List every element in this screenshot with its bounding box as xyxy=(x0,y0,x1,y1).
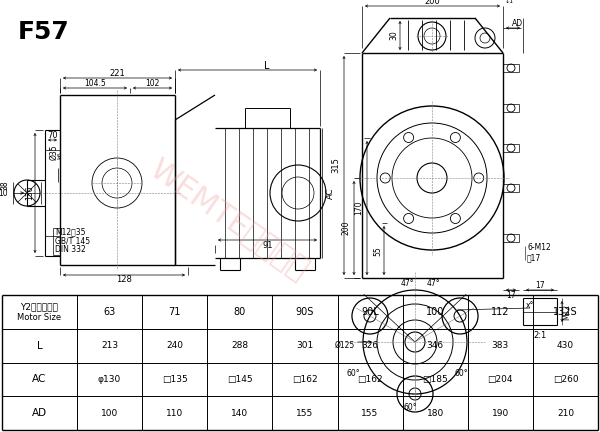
Text: □204: □204 xyxy=(488,375,513,384)
Text: ↓1: ↓1 xyxy=(505,0,514,3)
Text: 深17: 深17 xyxy=(527,254,541,263)
Text: Ø35: Ø35 xyxy=(49,144,59,160)
Text: □260: □260 xyxy=(553,375,578,384)
Text: 90S: 90S xyxy=(296,307,314,317)
Text: 55: 55 xyxy=(373,246,383,256)
Text: 200: 200 xyxy=(425,0,440,6)
Text: F57: F57 xyxy=(18,20,70,44)
Text: 132S: 132S xyxy=(553,307,578,317)
Text: Ø125: Ø125 xyxy=(335,340,355,349)
Text: AC: AC xyxy=(325,187,335,199)
Text: 240: 240 xyxy=(166,341,183,350)
Text: 102: 102 xyxy=(145,79,160,89)
Text: 71: 71 xyxy=(169,307,181,317)
Text: φ130: φ130 xyxy=(98,375,121,384)
Text: 17: 17 xyxy=(506,292,516,301)
Text: 38: 38 xyxy=(1,180,10,190)
Text: 70: 70 xyxy=(47,131,58,140)
Text: 104.5: 104.5 xyxy=(84,79,106,89)
Text: 155: 155 xyxy=(361,409,379,418)
Text: 90L: 90L xyxy=(361,307,379,317)
Text: 170: 170 xyxy=(355,201,364,215)
Text: AD: AD xyxy=(32,408,47,418)
Text: 430: 430 xyxy=(557,341,574,350)
Text: 155: 155 xyxy=(296,409,314,418)
Text: 136: 136 xyxy=(25,186,35,200)
Text: □135: □135 xyxy=(162,375,188,384)
Text: 200: 200 xyxy=(341,221,350,235)
Text: 91: 91 xyxy=(262,241,273,251)
Text: 210: 210 xyxy=(557,409,574,418)
Text: 60°: 60° xyxy=(346,369,360,378)
Text: □145: □145 xyxy=(227,375,253,384)
Text: 383: 383 xyxy=(491,341,509,350)
Text: GB/T 145: GB/T 145 xyxy=(55,236,90,245)
Text: Y2电机机座号: Y2电机机座号 xyxy=(20,302,58,311)
Text: 326: 326 xyxy=(361,341,379,350)
Text: L: L xyxy=(37,340,43,351)
Text: M12: M12 xyxy=(563,303,571,320)
Text: 315: 315 xyxy=(331,158,341,173)
Text: AD: AD xyxy=(511,19,523,28)
Text: 17: 17 xyxy=(535,280,545,289)
Text: 30: 30 xyxy=(389,30,398,40)
Text: 47°: 47° xyxy=(400,280,414,289)
Text: 80: 80 xyxy=(233,307,246,317)
Text: k6: k6 xyxy=(58,151,62,159)
Text: M12深35: M12深35 xyxy=(55,228,86,236)
Text: 221: 221 xyxy=(109,70,125,79)
Text: 190: 190 xyxy=(491,409,509,418)
Text: 346: 346 xyxy=(427,341,444,350)
Text: 60°: 60° xyxy=(454,369,468,378)
Text: AC: AC xyxy=(32,375,47,384)
Text: Motor Size: Motor Size xyxy=(17,313,62,322)
Text: 10: 10 xyxy=(0,188,8,197)
Text: 213: 213 xyxy=(101,341,118,350)
Text: 47°: 47° xyxy=(426,280,440,289)
Text: L: L xyxy=(264,61,270,71)
Text: 63: 63 xyxy=(103,307,116,317)
Text: 140: 140 xyxy=(231,409,248,418)
Text: WEMTE瓦玛特传: WEMTE瓦玛特传 xyxy=(145,155,315,286)
Text: 112: 112 xyxy=(491,307,509,317)
Text: 301: 301 xyxy=(296,341,314,350)
Text: 288: 288 xyxy=(231,341,248,350)
Text: 110: 110 xyxy=(166,409,184,418)
Text: □162: □162 xyxy=(292,375,318,384)
Text: 6-M12: 6-M12 xyxy=(527,244,551,252)
Text: DIN 332: DIN 332 xyxy=(55,245,86,254)
Text: 128: 128 xyxy=(116,276,132,285)
Text: x°: x° xyxy=(526,301,534,309)
Text: □185: □185 xyxy=(422,375,448,384)
Text: 100: 100 xyxy=(101,409,118,418)
Text: 100: 100 xyxy=(426,307,445,317)
Text: 60°: 60° xyxy=(403,403,417,412)
Text: 180: 180 xyxy=(427,409,444,418)
Text: 2:1: 2:1 xyxy=(533,330,547,340)
Text: □162: □162 xyxy=(357,375,383,384)
